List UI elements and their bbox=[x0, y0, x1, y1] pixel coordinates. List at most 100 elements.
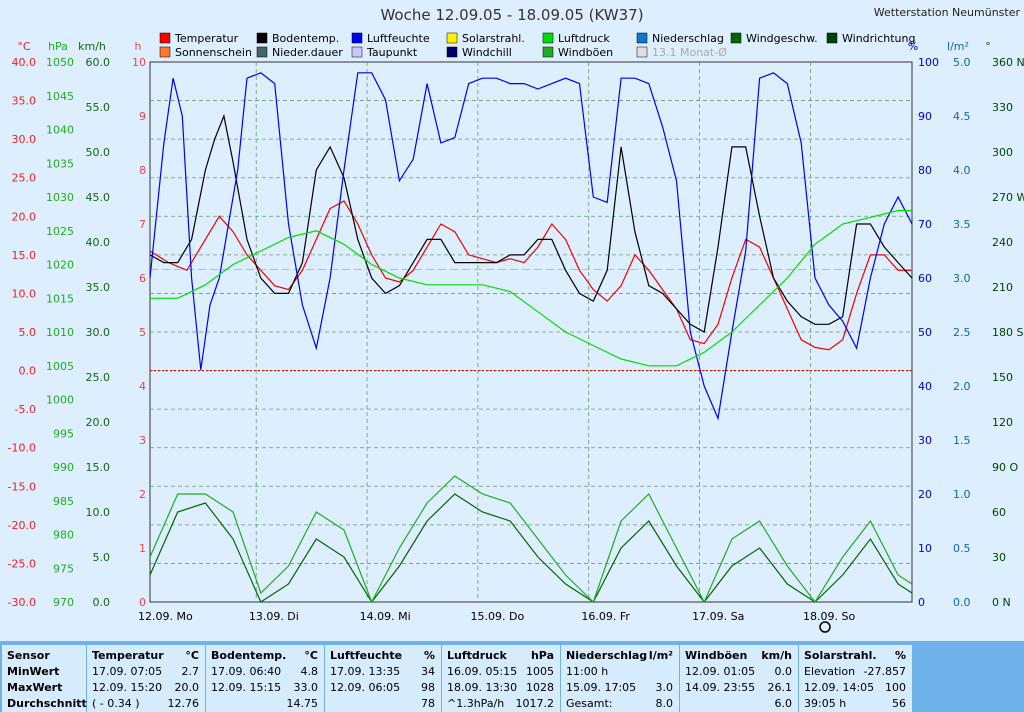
axis-tick-kmh: 50.0 bbox=[86, 146, 111, 159]
stats-header: Bodentemp. °C bbox=[211, 649, 318, 662]
stats-row: 12.09. 15:20 20.0 bbox=[92, 681, 199, 694]
axis-unit-lm2: l/m² bbox=[947, 40, 969, 53]
legend-swatch bbox=[256, 32, 268, 44]
axis-tick-deg: 240 bbox=[992, 236, 1013, 249]
axis-tick-lm2: 2.5 bbox=[953, 326, 971, 339]
stats-row: 12.09. 14:05 100 bbox=[804, 681, 906, 694]
legend-swatch bbox=[636, 32, 648, 44]
stats-column: Temperatur °C 17.09. 07:05 2.7 12.09. 15:20 2… bbox=[87, 645, 205, 712]
axis-unit-temp: °C bbox=[17, 40, 31, 53]
axis-tick-deg: 210 bbox=[992, 281, 1013, 294]
axis-tick-lm2: 5.0 bbox=[953, 56, 971, 69]
series-luftdruck bbox=[150, 209, 912, 367]
axis-unit-hpa: hPa bbox=[48, 40, 68, 53]
stats-row: 17.09. 07:05 2.7 bbox=[92, 665, 199, 678]
legend-swatch bbox=[446, 32, 458, 44]
axis-tick-temp: 40.0 bbox=[12, 56, 37, 69]
legend-label: Sonnenschein bbox=[175, 46, 252, 59]
axis-tick-kmh: 10.0 bbox=[86, 506, 111, 519]
legend-label: Windböen bbox=[558, 46, 613, 59]
series-luftfeuchte bbox=[149, 72, 913, 421]
axis-tick-hpa: 1020 bbox=[46, 259, 74, 272]
axis-tick-hpa: 1050 bbox=[46, 56, 74, 69]
legend-label: Windgeschw. bbox=[746, 32, 818, 45]
axis-tick-hpa: 1005 bbox=[46, 360, 74, 373]
x-tick-label: 14.09. Mi bbox=[360, 610, 411, 623]
stats-row: 18.09. 13:30 1028 bbox=[447, 681, 554, 694]
axis-tick-temp: 25.0 bbox=[12, 172, 37, 185]
legend-label: Windchill bbox=[462, 46, 512, 59]
axis-tick-temp: -25.0 bbox=[8, 557, 36, 570]
axis-tick-hpa: 1045 bbox=[46, 90, 74, 103]
axis-tick-h: 5 bbox=[139, 326, 146, 339]
axis-tick-deg: 120 bbox=[992, 416, 1013, 429]
x-tick-label: 13.09. Di bbox=[249, 610, 299, 623]
axis-tick-h: 9 bbox=[139, 110, 146, 123]
axis-tick-hpa: 1000 bbox=[46, 394, 74, 407]
axis-tick-temp: 15.0 bbox=[12, 249, 37, 262]
axis-tick-pct: 100 bbox=[918, 56, 939, 69]
axis-tick-temp: -10.0 bbox=[8, 442, 36, 455]
stats-row: 11:00 h bbox=[566, 665, 609, 678]
statistics-table: Sensor MinWert MaxWert Durchschnitt Temperat… bbox=[0, 641, 1024, 712]
axis-unit-pct: % bbox=[908, 40, 918, 53]
axis-tick-kmh: 60.0 bbox=[86, 56, 111, 69]
x-tick-label: 16.09. Fr bbox=[581, 610, 630, 623]
x-tick-label: 15.09. Do bbox=[471, 610, 525, 623]
x-tick-label: 17.09. Sa bbox=[692, 610, 744, 623]
axis-tick-pct: 20 bbox=[918, 488, 932, 501]
stats-header: Temperatur °C bbox=[92, 649, 199, 662]
axis-tick-kmh: 30.0 bbox=[86, 326, 111, 339]
axis-tick-temp: 20.0 bbox=[12, 210, 37, 223]
axis-tick-h: 3 bbox=[139, 434, 146, 447]
chart-title: Woche 12.09.05 - 18.09.05 (KW37) bbox=[380, 6, 643, 24]
legend-label: Bodentemp. bbox=[272, 32, 339, 45]
axis-tick-deg: 0 N bbox=[992, 596, 1011, 609]
axis-tick-kmh: 25.0 bbox=[86, 371, 111, 384]
stats-row: 39:05 h 56 bbox=[804, 697, 906, 710]
axis-tick-hpa: 975 bbox=[53, 562, 74, 575]
stats-row: 15.09. 17:05 3.0 bbox=[566, 681, 673, 694]
stats-row: 6.0 bbox=[774, 697, 793, 710]
axis-tick-kmh: 20.0 bbox=[86, 416, 111, 429]
axis-tick-kmh: 35.0 bbox=[86, 281, 111, 294]
stats-column: Solarstrahl.% Elevation -27.857 12.09. 14:0… bbox=[799, 645, 912, 712]
cursor-marker[interactable] bbox=[819, 621, 831, 633]
axis-tick-deg: 60 bbox=[992, 506, 1006, 519]
legend-swatch bbox=[351, 46, 363, 58]
axis-tick-lm2: 3.0 bbox=[953, 272, 971, 285]
axis-tick-temp: 30.0 bbox=[12, 133, 37, 146]
axis-tick-kmh: 55.0 bbox=[86, 101, 111, 114]
stats-column: Bodentemp. °C 17.09. 06:40 4.8 12.09. 15:15 3… bbox=[206, 645, 324, 712]
axis-tick-pct: 60 bbox=[918, 272, 932, 285]
legend-swatch bbox=[256, 46, 268, 58]
axis-tick-lm2: 4.0 bbox=[953, 164, 971, 177]
axis-tick-pct: 50 bbox=[918, 326, 932, 339]
axis-tick-temp: 0.0 bbox=[19, 365, 37, 378]
series-windgeschw bbox=[149, 493, 913, 604]
axis-tick-temp: 10.0 bbox=[12, 287, 37, 300]
axis-tick-h: 4 bbox=[139, 380, 146, 393]
axis-tick-temp: -20.0 bbox=[8, 519, 36, 532]
axis-tick-h: 7 bbox=[139, 218, 146, 231]
axis-unit-h: h bbox=[135, 40, 142, 53]
axes: °C40.035.030.025.020.015.010.05.00.0-5.0… bbox=[8, 40, 1024, 609]
axis-tick-deg: 90 O bbox=[992, 461, 1018, 474]
axis-tick-pct: 70 bbox=[918, 218, 932, 231]
stats-header: Niederschlag l/m² bbox=[566, 649, 673, 662]
legend-label: Niederschlag bbox=[652, 32, 724, 45]
axis-tick-kmh: 0.0 bbox=[93, 596, 111, 609]
stats-header: Luftdruck hPa bbox=[447, 649, 554, 662]
legend-swatch bbox=[730, 32, 742, 44]
axis-tick-hpa: 1015 bbox=[46, 292, 74, 305]
axis-tick-lm2: 0.0 bbox=[953, 596, 971, 609]
legend-swatch bbox=[446, 46, 458, 58]
stats-row: 78 bbox=[421, 697, 435, 710]
axis-tick-temp: 35.0 bbox=[12, 95, 37, 108]
axis-tick-deg: 360 N bbox=[992, 56, 1024, 69]
series-temperatur bbox=[149, 200, 912, 351]
stats-row: 17.09. 13:35 34 bbox=[330, 665, 435, 678]
legend-swatch bbox=[636, 46, 648, 58]
axis-tick-temp: -5.0 bbox=[15, 403, 36, 416]
axis-tick-lm2: 1.0 bbox=[953, 488, 971, 501]
